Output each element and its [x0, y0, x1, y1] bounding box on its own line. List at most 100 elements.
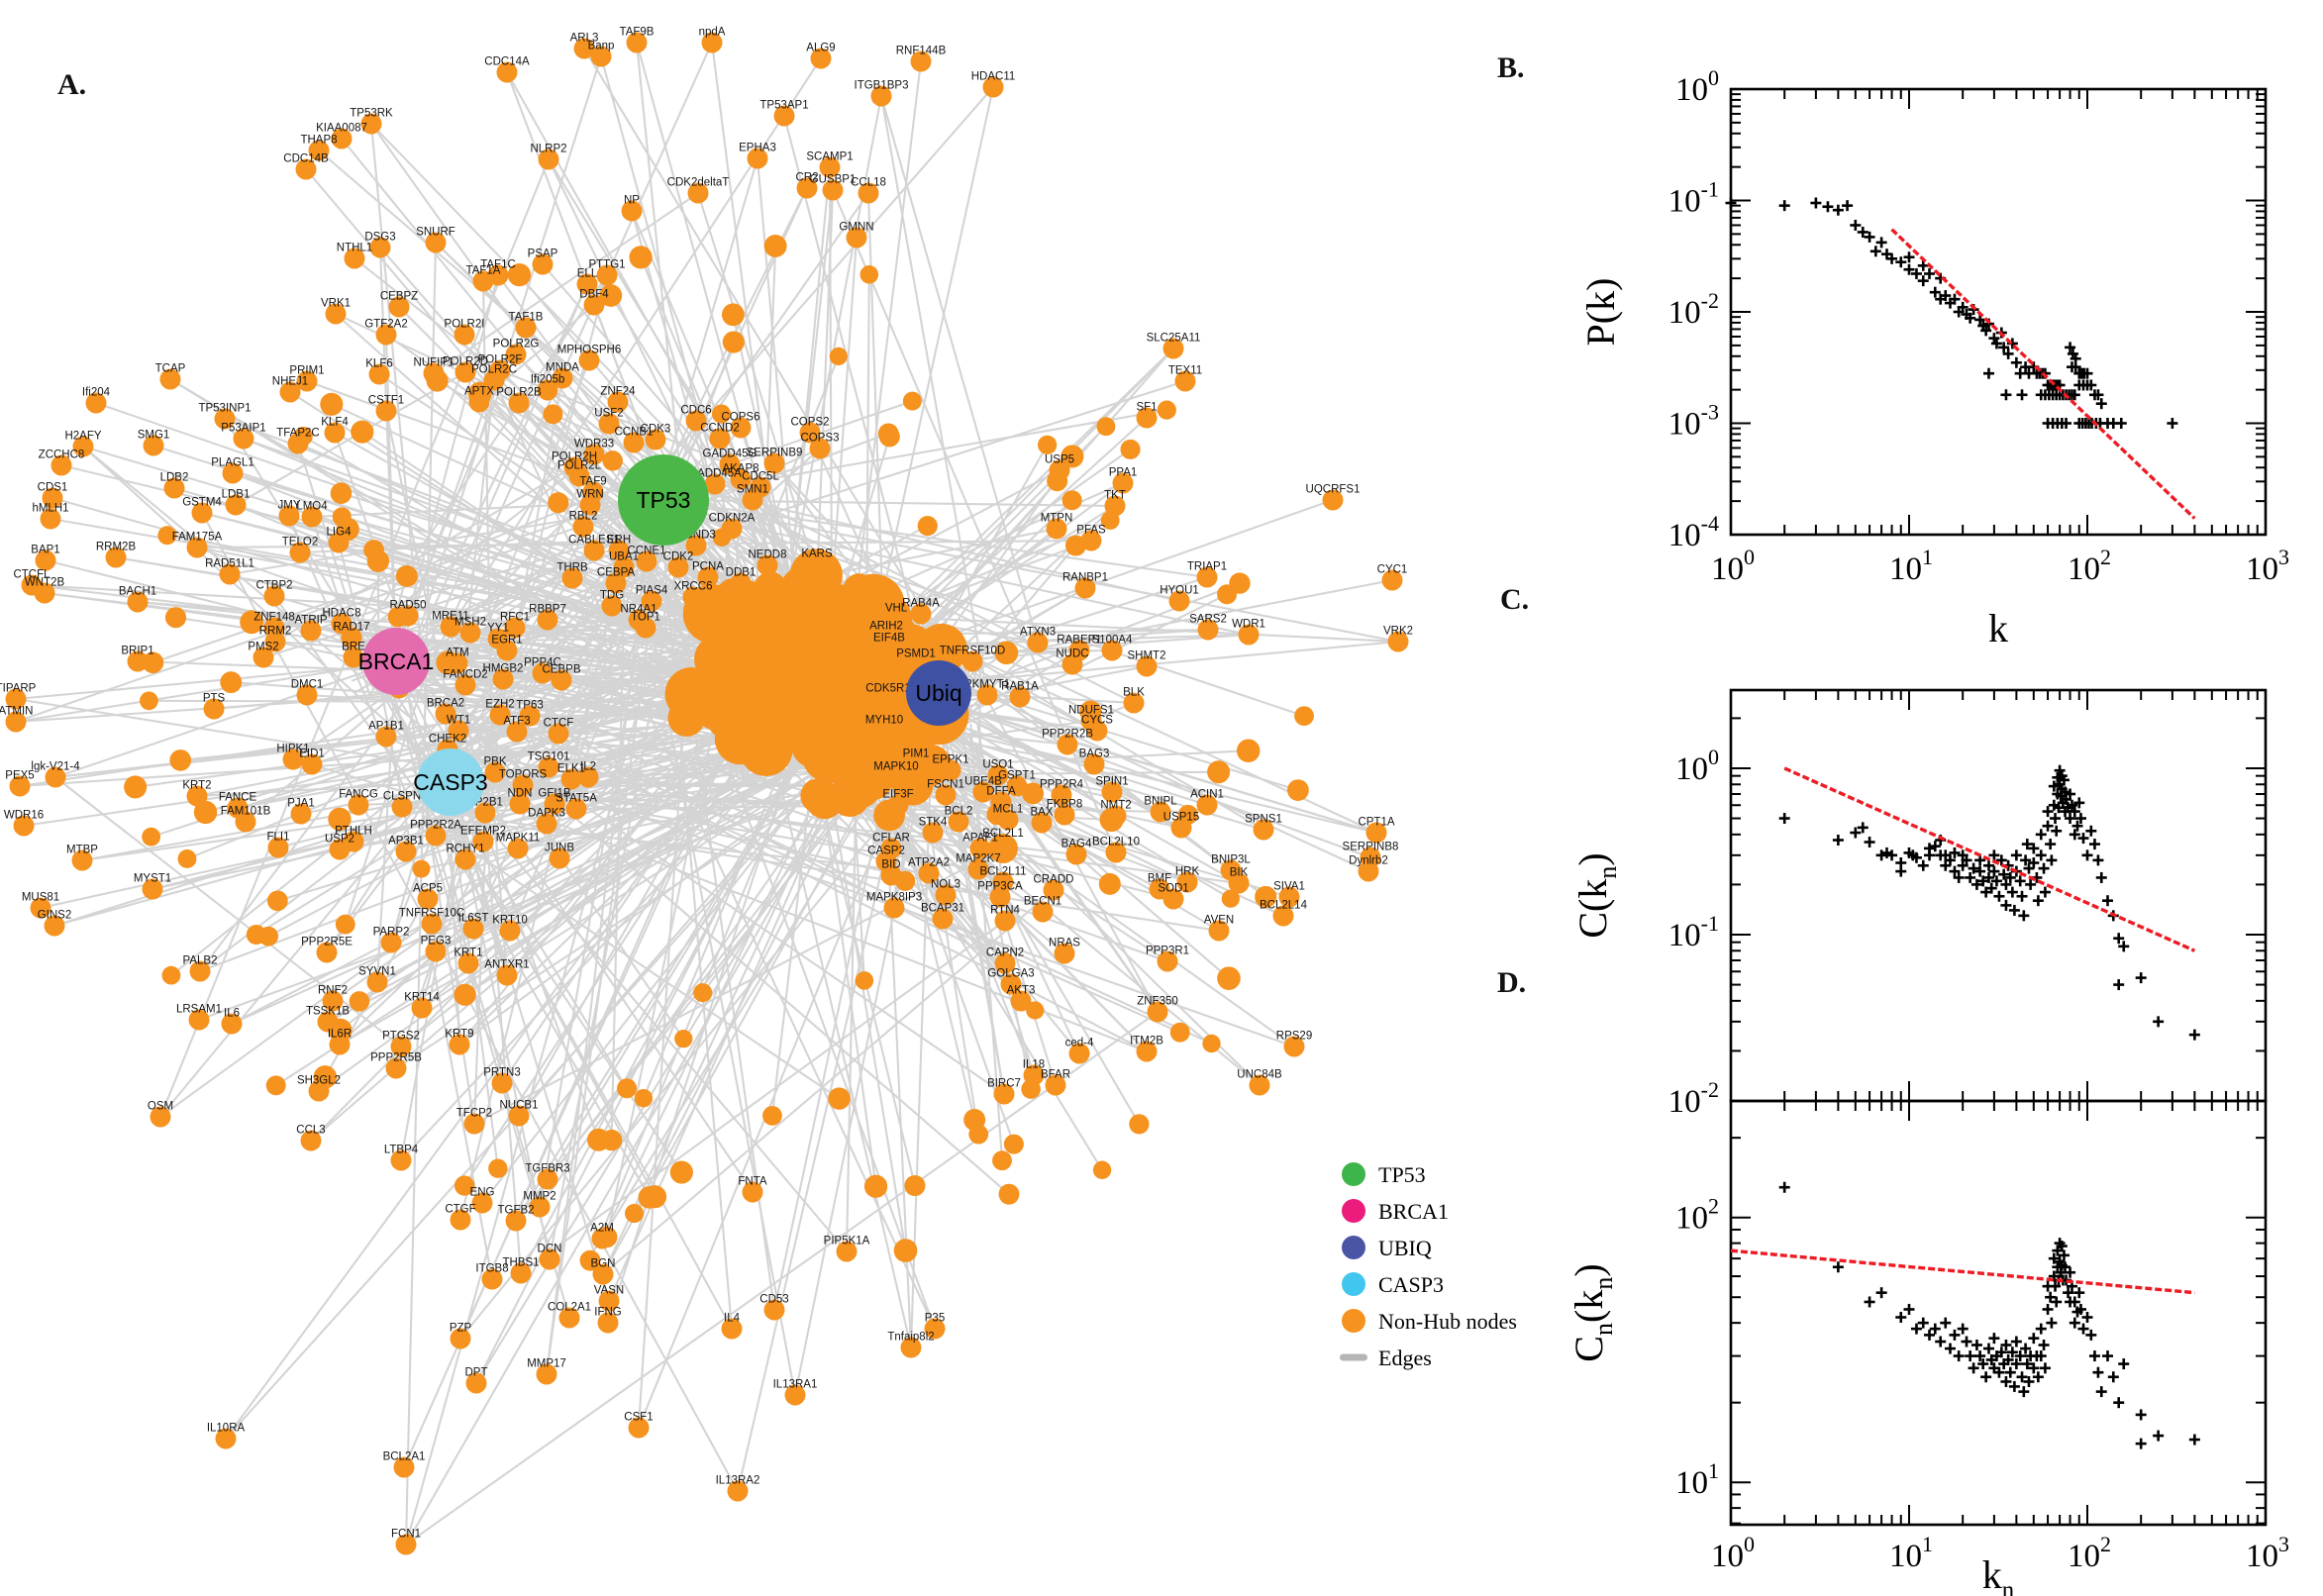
network-node-label: Tnfaip8l2	[887, 1332, 934, 1344]
network-node	[45, 766, 66, 788]
network-node	[515, 317, 537, 339]
network-node-label: CRADD	[1034, 874, 1074, 886]
network-node	[544, 793, 565, 815]
network-node-label: PPP3R1	[1146, 946, 1189, 957]
network-node	[636, 550, 657, 572]
network-node-label: IL18	[1023, 1059, 1045, 1071]
network-node-label: BMF	[1148, 873, 1171, 885]
network-node	[829, 347, 848, 365]
network-node	[140, 691, 158, 711]
network-node-label: RBBP7	[529, 604, 566, 616]
network-node-label: MAP2K7	[956, 853, 1000, 865]
network-node-label: VRK2	[1383, 626, 1413, 638]
network-node	[390, 1149, 412, 1171]
tick-label: 103	[2246, 545, 2289, 587]
network-node-label: THRB	[556, 562, 588, 574]
network-node-label: SPIN1	[1095, 776, 1128, 788]
network-node-label: SARS2	[1189, 614, 1227, 626]
network-node-label: WNT2B	[25, 577, 65, 589]
network-node	[1162, 888, 1184, 910]
network-node-label: CCL3	[296, 1125, 325, 1137]
network-node	[918, 862, 940, 884]
network-node	[1229, 572, 1251, 594]
network-node	[369, 237, 391, 258]
network-node	[969, 838, 991, 859]
network-node	[747, 148, 768, 169]
network-node-label: MSH2	[454, 617, 486, 629]
network-node	[189, 960, 211, 982]
network-node-label: P53AIP1	[221, 423, 265, 435]
network-node	[1249, 1074, 1270, 1096]
network-node-label: DAPK3	[528, 808, 565, 820]
network-node-label: NHEJ1	[272, 376, 308, 388]
network-node	[674, 1030, 693, 1048]
network-node	[538, 756, 559, 778]
network-node-label: RANBP1	[1062, 572, 1108, 584]
network-node-label: ANTXR1	[484, 959, 529, 971]
network-node	[730, 468, 752, 490]
network-node-label: RAD50	[389, 600, 426, 612]
network-node-label: CDKN2A	[709, 513, 756, 525]
network-node	[967, 858, 989, 880]
network-node	[1238, 624, 1260, 646]
network-node	[263, 585, 285, 607]
network-node	[1197, 619, 1219, 641]
tick-label: 103	[2246, 1532, 2289, 1574]
network-node	[548, 723, 569, 745]
network-node	[214, 408, 236, 430]
network-node	[859, 265, 879, 284]
network-node-label: IFNG	[594, 1307, 622, 1319]
network-node-label: VRK1	[321, 298, 351, 310]
network-node	[325, 303, 347, 325]
network-node	[711, 404, 732, 424]
network-node	[1105, 805, 1127, 827]
network-node-label: BLK	[1123, 687, 1145, 699]
network-node	[940, 759, 961, 781]
network-node-label: TP53RK	[350, 108, 393, 120]
network-node-label: TOPORS	[499, 769, 548, 781]
network-node-label: PARP2	[373, 927, 410, 939]
network-node	[1003, 1134, 1024, 1154]
network-node-label: BRCA2	[427, 698, 464, 710]
network-node	[1051, 784, 1072, 806]
network-node-label: CD53	[759, 1294, 788, 1306]
network-node-label: MYST1	[134, 873, 171, 885]
network-node	[344, 248, 365, 269]
network-node	[395, 1534, 417, 1555]
network-node-label: BNIP3L	[1211, 854, 1251, 866]
network-node	[215, 1428, 237, 1449]
network-node-label: FNTA	[738, 1176, 767, 1188]
network-node	[900, 1337, 922, 1358]
network-node	[989, 886, 1011, 908]
network-node-label: ZNF350	[1137, 996, 1178, 1008]
network-node	[697, 566, 719, 588]
network-node-label: ELL	[577, 268, 598, 280]
network-node	[1022, 782, 1045, 805]
network-node-label: SLC25A11	[1147, 333, 1201, 345]
network-node-label: YY1	[487, 623, 509, 635]
network-node	[537, 379, 558, 401]
network-node	[994, 910, 1016, 932]
network-node	[1136, 655, 1158, 677]
network-node	[481, 1268, 503, 1290]
network-node-label: RAD17	[333, 622, 369, 634]
network-node	[368, 363, 390, 385]
network-node-label: PIAS4	[636, 585, 668, 597]
network-node	[1086, 720, 1108, 742]
network-node-label: CDK3	[641, 424, 671, 436]
network-node	[411, 997, 433, 1019]
network-node	[1105, 842, 1127, 863]
network-node	[1170, 817, 1192, 839]
network-node-label: CDC14B	[283, 153, 329, 165]
network-node	[203, 698, 225, 720]
network-node-label: NLRP2	[530, 144, 566, 155]
network-node-label: POLR2C	[471, 364, 517, 376]
network-node	[1096, 417, 1116, 437]
network-node	[1196, 794, 1218, 816]
network-node	[719, 453, 741, 475]
network-node-label: TSSK1B	[306, 1006, 350, 1018]
network-node-label: HMGB2	[483, 663, 524, 675]
hub-circle-casp3	[417, 748, 484, 816]
